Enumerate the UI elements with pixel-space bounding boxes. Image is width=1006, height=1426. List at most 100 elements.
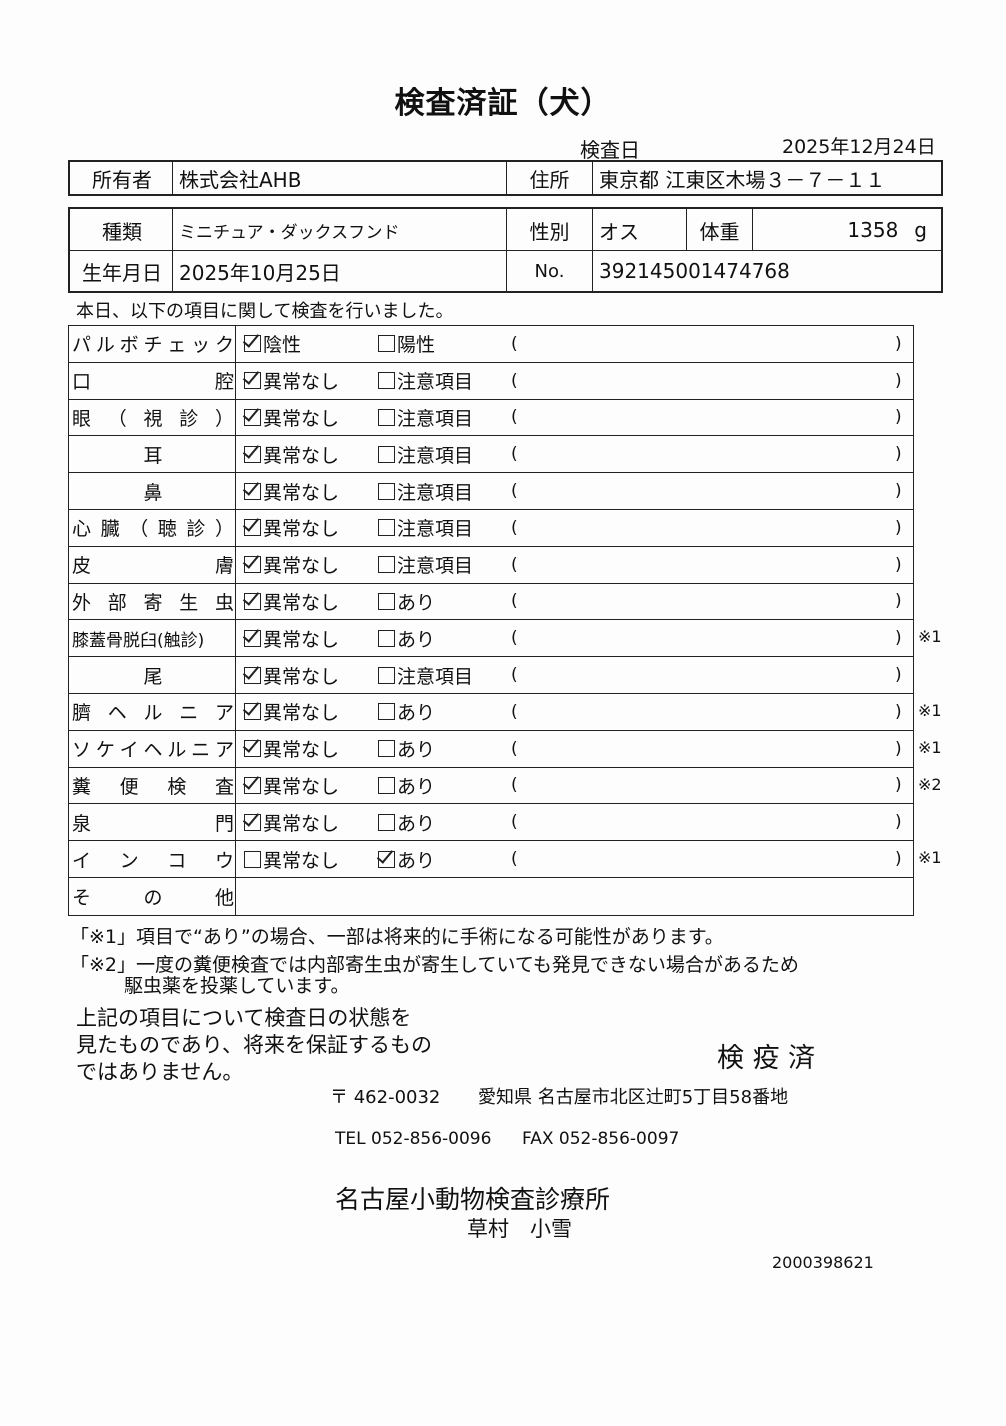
option-normal: 異常なし bbox=[244, 768, 339, 804]
option-label: あり bbox=[397, 591, 436, 614]
checkbox-icon[interactable] bbox=[244, 850, 261, 868]
weight-label: 体重 bbox=[686, 209, 752, 251]
weight-unit: g bbox=[914, 218, 927, 242]
pet-table: 種類 ミニチュア・ダックスフンド 性別 オス 体重 1358 g 生年月日 20… bbox=[68, 207, 943, 293]
remarks-open-paren: ( bbox=[511, 517, 518, 538]
checked-checkbox-icon[interactable] bbox=[244, 408, 261, 426]
checked-checkbox-icon[interactable] bbox=[378, 850, 395, 868]
checked-checkbox-icon[interactable] bbox=[244, 703, 261, 721]
inspection-row: 心臓（聴診） 異常なし 注意項目 () bbox=[69, 509, 913, 547]
checkbox-icon[interactable] bbox=[378, 519, 395, 537]
owner-label: 所有者 bbox=[92, 167, 152, 192]
note-1: 「※1」項目で“あり”の場合、一部は将来的に手術になる可能性があります。 bbox=[70, 926, 724, 948]
option-label: 異常なし bbox=[263, 371, 340, 394]
checkbox-icon[interactable] bbox=[378, 445, 395, 463]
breed-label: 種類 bbox=[102, 219, 142, 244]
checkbox-icon[interactable] bbox=[378, 372, 395, 390]
option-label: 異常なし bbox=[263, 481, 340, 504]
inspection-item-label: 耳 bbox=[143, 444, 163, 467]
option-label: 注意項目 bbox=[397, 444, 474, 467]
weight-value: 1358 bbox=[847, 218, 899, 242]
remarks-open-paren: ( bbox=[511, 775, 518, 796]
option-normal: 異常なし bbox=[244, 657, 339, 693]
sex-label: 性別 bbox=[506, 209, 592, 251]
inspection-row: 皮膚 異常なし 注意項目 () bbox=[69, 546, 913, 584]
option-abnormal: 陽性 bbox=[378, 326, 435, 362]
option-abnormal: 注意項目 bbox=[378, 400, 473, 436]
option-label: あり bbox=[397, 812, 436, 835]
checkbox-icon[interactable] bbox=[378, 482, 395, 500]
checked-checkbox-icon[interactable] bbox=[244, 813, 261, 831]
checkbox-icon[interactable] bbox=[378, 629, 395, 647]
checked-checkbox-icon[interactable] bbox=[244, 592, 261, 610]
disclaimer-3: ではありません。 bbox=[76, 1060, 244, 1084]
footnote-marker: ※1 bbox=[918, 627, 942, 647]
checked-checkbox-icon[interactable] bbox=[244, 482, 261, 500]
checkbox-icon[interactable] bbox=[378, 666, 395, 684]
checkbox-icon[interactable] bbox=[378, 556, 395, 574]
birth-label: 生年月日 bbox=[82, 260, 162, 285]
inspection-row: 眼（視診） 異常なし 注意項目 () bbox=[69, 399, 913, 437]
checkbox-icon[interactable] bbox=[378, 592, 395, 610]
inspection-item-label: ソケイヘルニア bbox=[72, 739, 234, 762]
option-label: 異常なし bbox=[263, 591, 340, 614]
checked-checkbox-icon[interactable] bbox=[244, 666, 261, 684]
option-normal: 異常なし bbox=[244, 584, 339, 620]
option-label: 異常なし bbox=[263, 849, 340, 872]
option-label: あり bbox=[397, 702, 436, 725]
inspection-row: 臍ヘルニア 異常なし あり () bbox=[69, 693, 913, 731]
option-normal: 異常なし bbox=[244, 731, 339, 767]
remarks-close-paren: ) bbox=[895, 849, 902, 870]
option-label: 陽性 bbox=[397, 334, 436, 357]
option-abnormal: あり bbox=[378, 768, 435, 804]
checked-checkbox-icon[interactable] bbox=[244, 556, 261, 574]
option-label: あり bbox=[397, 739, 436, 762]
option-label: 異常なし bbox=[263, 628, 340, 651]
option-label: 異常なし bbox=[263, 702, 340, 725]
option-abnormal: あり bbox=[378, 584, 435, 620]
option-label: 陰性 bbox=[263, 334, 302, 357]
checkbox-icon[interactable] bbox=[378, 408, 395, 426]
option-abnormal: あり bbox=[378, 731, 435, 767]
option-label: 注意項目 bbox=[397, 555, 474, 578]
remarks-close-paren: ) bbox=[895, 701, 902, 722]
option-abnormal: 注意項目 bbox=[378, 436, 473, 472]
inspection-item-label: 膝蓋骨脱臼(触診) bbox=[72, 630, 205, 651]
remarks-open-paren: ( bbox=[511, 628, 518, 649]
option-label: 異常なし bbox=[263, 555, 340, 578]
inspection-item-label: 臍ヘルニア bbox=[72, 702, 234, 725]
remarks-close-paren: ) bbox=[895, 812, 902, 833]
checkbox-icon[interactable] bbox=[378, 776, 395, 794]
inspected-stamp: 検 疫 済 bbox=[717, 1043, 816, 1074]
checkbox-icon[interactable] bbox=[378, 740, 395, 758]
checkbox-icon[interactable] bbox=[378, 813, 395, 831]
clinic-person: 草村 小雪 bbox=[467, 1217, 572, 1241]
remarks-close-paren: ) bbox=[895, 444, 902, 465]
checked-checkbox-icon[interactable] bbox=[244, 629, 261, 647]
remarks-open-paren: ( bbox=[511, 849, 518, 870]
option-normal: 異常なし bbox=[244, 436, 339, 472]
remarks-open-paren: ( bbox=[511, 333, 518, 354]
checked-checkbox-icon[interactable] bbox=[244, 776, 261, 794]
checkbox-icon[interactable] bbox=[378, 703, 395, 721]
checked-checkbox-icon[interactable] bbox=[244, 445, 261, 463]
option-abnormal: あり bbox=[378, 841, 435, 877]
no-label: No. bbox=[506, 251, 592, 291]
inspection-row: インコウ 異常なし あり () bbox=[69, 841, 913, 878]
checked-checkbox-icon[interactable] bbox=[244, 740, 261, 758]
checked-checkbox-icon[interactable] bbox=[244, 519, 261, 537]
remarks-open-paren: ( bbox=[511, 812, 518, 833]
remarks-close-paren: ) bbox=[895, 591, 902, 612]
option-abnormal: 注意項目 bbox=[378, 547, 473, 583]
checked-checkbox-icon[interactable] bbox=[244, 372, 261, 390]
inspection-item-label: 泉門 bbox=[72, 812, 234, 835]
option-label: 異常なし bbox=[263, 812, 340, 835]
option-normal: 異常なし bbox=[244, 510, 339, 546]
option-abnormal: あり bbox=[378, 694, 435, 730]
checked-checkbox-icon[interactable] bbox=[244, 335, 261, 353]
option-label: 異常なし bbox=[263, 775, 340, 798]
remarks-open-paren: ( bbox=[511, 481, 518, 502]
option-abnormal: 注意項目 bbox=[378, 363, 473, 399]
checkbox-icon[interactable] bbox=[378, 335, 395, 353]
address-label: 住所 bbox=[506, 162, 592, 194]
